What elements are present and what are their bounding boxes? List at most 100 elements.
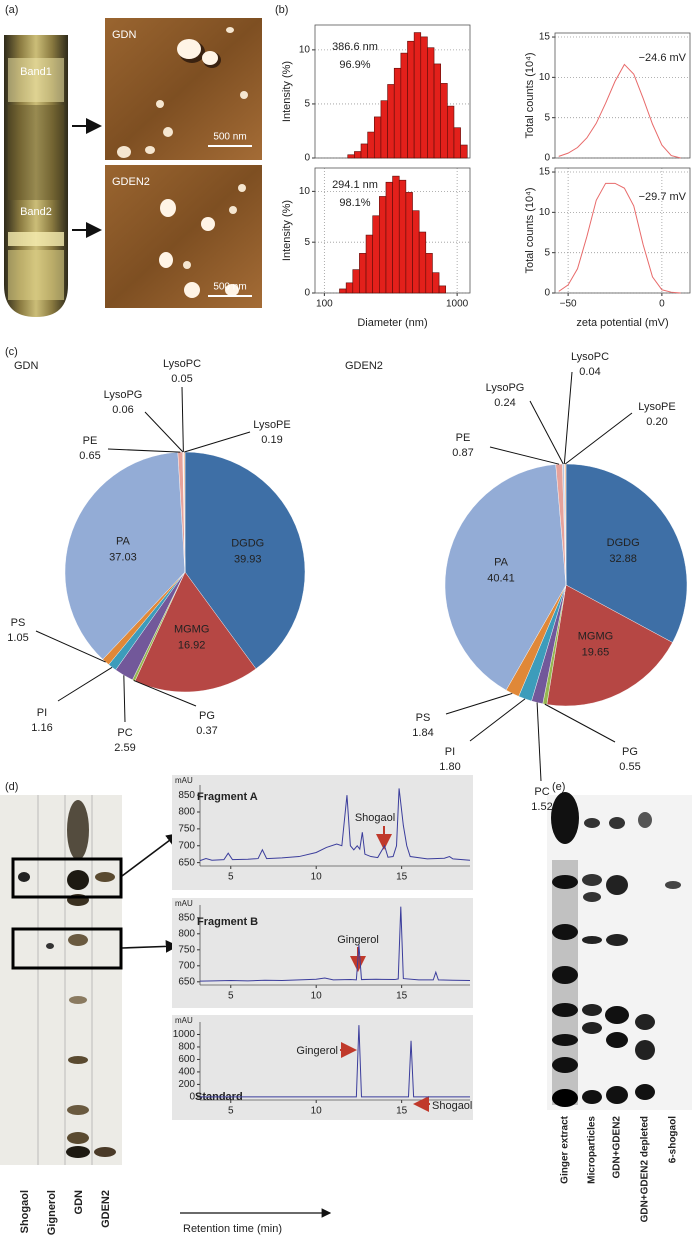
scale-bar-label: 500 nm <box>213 132 246 143</box>
leader-line <box>469 698 526 742</box>
histogram-bar <box>393 67 402 159</box>
histogram-bar <box>460 144 468 159</box>
annotation: Shogaol <box>355 812 395 824</box>
y-tick-label: 15 <box>539 167 551 178</box>
pie-value-label: 1.52 <box>531 801 552 813</box>
x-tick-label: −50 <box>560 299 577 310</box>
pie-value-label: 0.20 <box>646 416 667 428</box>
y-tick-label: 650 <box>178 976 195 987</box>
y-tick-label: 200 <box>178 1079 195 1090</box>
leader-line <box>57 666 113 702</box>
leader-line <box>536 702 542 782</box>
pie-label: PE <box>456 432 471 444</box>
histogram-bar <box>365 234 373 294</box>
pie-label: PA <box>494 557 509 569</box>
y-tick-label: 1000 <box>173 1029 196 1040</box>
y-unit: mAU <box>175 1016 193 1025</box>
pie-value-label: 1.16 <box>31 722 52 734</box>
annotation: Shogaol <box>432 1100 472 1112</box>
y-tick-label: 800 <box>178 1042 195 1053</box>
y-tick-label: 0 <box>304 288 310 299</box>
band-label: Band2 <box>20 206 52 218</box>
x-tick-label: 15 <box>396 991 408 1002</box>
plot-frame <box>554 32 691 159</box>
chart-title: Fragment B <box>197 916 258 928</box>
annotation: Gingerol <box>296 1045 338 1057</box>
arrow <box>121 833 180 877</box>
histogram-bar <box>398 179 407 294</box>
y-tick-label: 600 <box>178 1054 195 1065</box>
histogram-bar <box>372 215 380 294</box>
y-tick-label: 750 <box>178 944 195 955</box>
y-tick-label: 0 <box>544 288 550 299</box>
y-axis-label: Intensity (%) <box>281 200 293 261</box>
plot-background <box>172 898 473 1008</box>
histogram-bar <box>380 100 388 159</box>
y-tick-label: 700 <box>178 960 195 971</box>
annotation: Gingerol <box>337 934 379 946</box>
pie-value-label: 2.59 <box>114 742 135 754</box>
pie-value-label: 0.24 <box>494 397 515 409</box>
pie-value-label: 1.05 <box>7 632 28 644</box>
lane-label: Gignerol <box>46 1190 58 1235</box>
histogram-bar <box>420 36 428 159</box>
axis-label: Retention time (min) <box>183 1223 282 1235</box>
histogram-bar <box>352 269 360 294</box>
pie-slice <box>565 463 688 643</box>
x-tick-label: 5 <box>228 872 234 883</box>
band-label: Band1 <box>20 66 52 78</box>
pie-label: LysoPG <box>104 389 143 401</box>
histogram-bar <box>440 83 448 159</box>
pie-label: PG <box>199 710 215 722</box>
tlc-plate <box>0 795 123 1165</box>
arrow <box>121 940 179 953</box>
y-tick-label: 700 <box>178 840 195 851</box>
histogram-bar <box>412 210 420 294</box>
histogram-bar <box>339 288 347 294</box>
histogram-bar <box>433 63 441 159</box>
panel-label: (c) <box>5 346 18 358</box>
panel-label: (d) <box>5 781 18 793</box>
leader-line <box>144 411 184 453</box>
leader-line <box>564 412 633 465</box>
y-unit: mAU <box>175 899 193 908</box>
pie-slice <box>64 452 186 660</box>
y-tick-label: 10 <box>299 45 311 56</box>
x-axis-label: Diameter (nm) <box>357 317 427 329</box>
x-tick-label: 10 <box>311 991 323 1002</box>
x-tick-label: 100 <box>316 299 333 310</box>
lane-label: GDN <box>73 1190 85 1215</box>
y-tick-label: 5 <box>304 99 310 110</box>
pie-value-label: 0.06 <box>112 404 133 416</box>
pie-label: LysoPC <box>571 351 609 363</box>
y-tick-label: 5 <box>304 237 310 248</box>
pie-label: PG <box>622 746 638 758</box>
y-tick-label: 0 <box>189 1092 195 1103</box>
histogram-bar <box>425 253 433 294</box>
y-tick-label: 10 <box>299 186 311 197</box>
annotation: −24.6 mV <box>639 52 687 64</box>
x-tick-label: 10 <box>311 1106 323 1117</box>
pie-value-label: 0.37 <box>196 725 217 737</box>
histogram-bar <box>367 131 375 159</box>
chart-title: Fragment A <box>197 791 258 803</box>
pie-label: DGDG <box>607 537 640 549</box>
histogram-bar <box>400 52 408 159</box>
pie-value-label: 19.65 <box>582 647 610 659</box>
y-tick-label: 0 <box>304 153 310 164</box>
x-tick-label: 5 <box>228 1106 234 1117</box>
histogram-bar <box>359 253 367 294</box>
histogram-bar <box>453 127 461 159</box>
y-tick-label: 0 <box>544 153 550 164</box>
x-tick-label: 0 <box>659 299 665 310</box>
y-tick-label: 850 <box>178 912 195 923</box>
data-line <box>558 182 681 294</box>
afm-image <box>105 165 262 308</box>
panel-label: (e) <box>552 781 565 793</box>
leader-line <box>107 448 181 453</box>
chart-title: GDEN2 <box>345 360 383 372</box>
pie-slice <box>184 451 306 670</box>
y-axis-label: Total counts (10⁴) <box>524 187 536 273</box>
y-tick-label: 5 <box>544 112 550 123</box>
annotation: 386.6 nm <box>332 41 378 53</box>
